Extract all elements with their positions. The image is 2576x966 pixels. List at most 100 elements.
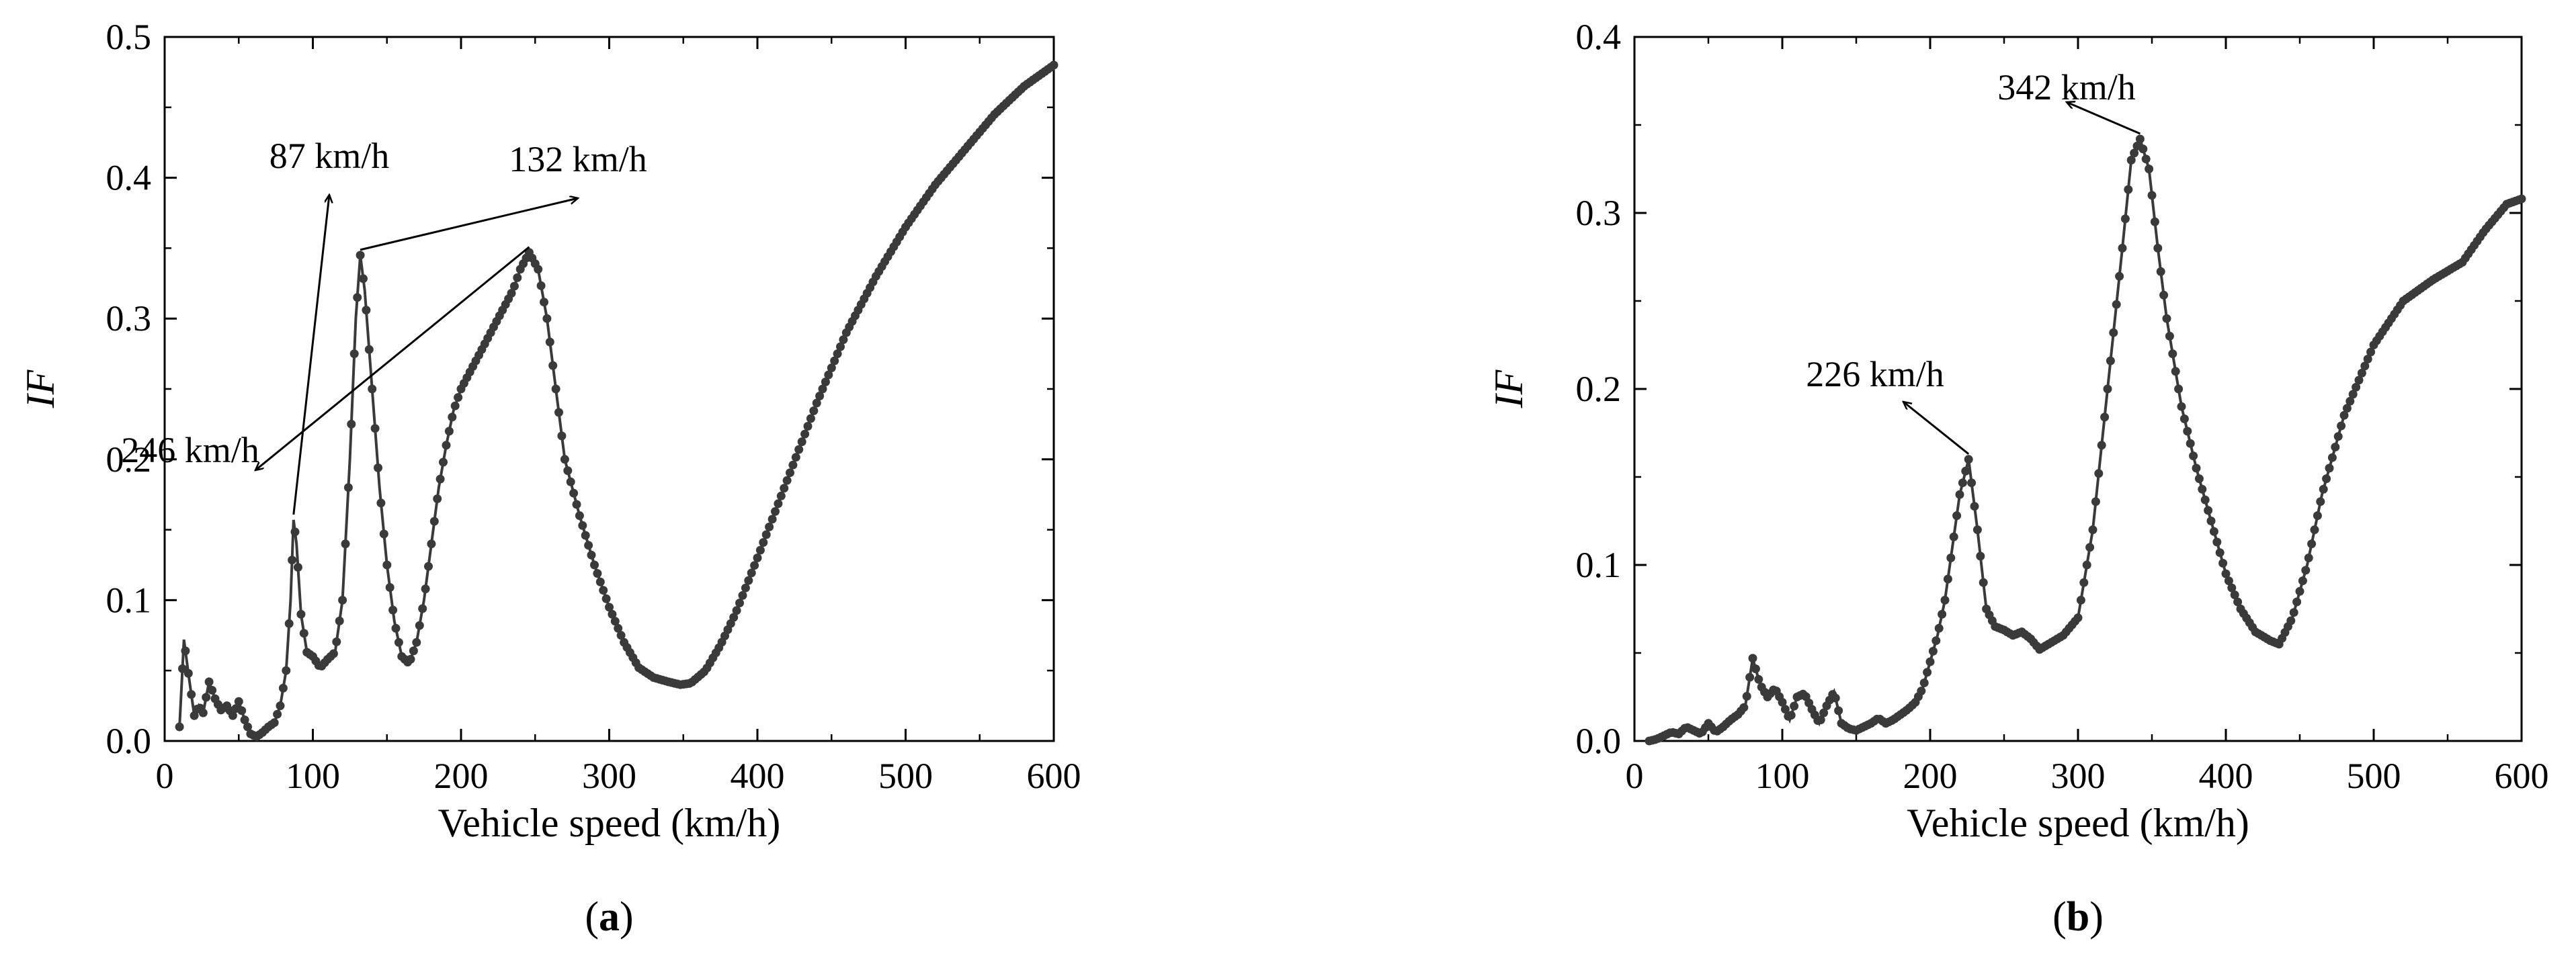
x-axis-title: Vehicle speed (km/h) [1907, 801, 2249, 845]
data-point [385, 583, 394, 592]
data-point [1928, 646, 1938, 656]
data-point [362, 306, 371, 315]
data-point [2517, 194, 2526, 204]
data-point [2325, 464, 2334, 473]
data-point [278, 683, 288, 693]
data-point [429, 517, 439, 526]
annotation-arrow [1903, 402, 1970, 455]
data-point [273, 709, 282, 719]
data-point [557, 431, 567, 441]
panel-b: 0 100 200 300 400 500 600 0.0 0.1 0.2 0.3 0.4 Vehicl… [1487, 17, 2549, 940]
data-point [2082, 560, 2091, 570]
data-point [382, 560, 392, 570]
data-point [830, 356, 839, 365]
y-axis-title: IF [18, 369, 63, 408]
data-point [415, 621, 424, 630]
data-point [368, 384, 377, 394]
data-point [421, 584, 430, 594]
data-point [1940, 595, 1950, 605]
x-tick-label: 300 [2051, 756, 2106, 796]
data-point [803, 422, 813, 431]
data-point [2194, 474, 2204, 484]
data-point [566, 477, 575, 486]
data-point [747, 568, 756, 578]
data-point [1955, 490, 1964, 499]
data-point [439, 457, 448, 467]
data-point [1931, 636, 1941, 646]
data-point [427, 539, 436, 549]
y-tick-label: 0.1 [106, 580, 152, 620]
data-point [343, 483, 353, 492]
data-point [2354, 376, 2364, 385]
data-point [812, 398, 821, 408]
data-point [833, 349, 842, 359]
y-tick-label: 0.3 [106, 298, 152, 339]
data-point [435, 474, 445, 484]
data-point [234, 697, 243, 706]
data-point [786, 468, 794, 478]
data-point [1952, 511, 1962, 521]
data-point [181, 646, 190, 656]
y-tick-label: 0.4 [106, 158, 152, 198]
data-point [2115, 271, 2124, 281]
data-point [765, 522, 774, 531]
data-point [448, 412, 457, 422]
data-point [821, 378, 830, 386]
data-point [2198, 484, 2207, 494]
data-point [735, 599, 744, 608]
data-point [299, 629, 308, 638]
data-point [2322, 474, 2331, 484]
data-point [269, 718, 279, 728]
data-point [545, 337, 554, 347]
annotation-label: 132 km/h [509, 139, 647, 179]
x-tick-label: 600 [2495, 756, 2549, 796]
data-point [1748, 654, 1757, 663]
data-point [2204, 506, 2213, 515]
data-point [2189, 451, 2198, 461]
data-point [240, 715, 249, 725]
data-point [587, 550, 596, 560]
panel-letter: a [599, 894, 620, 940]
data-point [780, 484, 789, 493]
data-point [1972, 525, 1982, 535]
data-point [178, 664, 187, 673]
data-point [753, 554, 762, 562]
data-point [2145, 165, 2154, 173]
data-point [1780, 705, 1790, 714]
data-point [2310, 525, 2319, 535]
data-point [2307, 539, 2317, 549]
data-point [836, 342, 845, 351]
data-point [2316, 497, 2325, 507]
data-point [406, 654, 415, 664]
y-tick-label: 0.1 [1576, 545, 1622, 585]
data-point [2174, 384, 2184, 394]
data-point [2295, 586, 2304, 596]
data-point [409, 646, 418, 656]
data-point [1739, 703, 1749, 712]
annotation-arrow [2067, 102, 2141, 135]
data-point [540, 298, 548, 307]
data-point [2192, 464, 2201, 473]
data-point [412, 638, 421, 647]
x-tick-label: 400 [2199, 756, 2253, 796]
data-point [548, 361, 558, 370]
data-point [1964, 455, 1973, 464]
y-tick-label: 0.5 [106, 17, 152, 57]
data-point [394, 638, 403, 647]
data-point [2150, 217, 2159, 226]
data-point [542, 314, 552, 323]
data-point [2120, 214, 2130, 224]
data-point [2215, 548, 2225, 558]
data-point [293, 563, 302, 572]
data-point [2130, 148, 2139, 158]
data-point [2100, 412, 2110, 422]
data-point [1816, 715, 1825, 725]
data-point [605, 603, 614, 612]
data-point [750, 561, 759, 570]
data-point [1946, 554, 1956, 562]
data-point [2289, 608, 2298, 617]
data-point [276, 701, 285, 711]
data-point [2319, 484, 2328, 494]
series-markers [175, 60, 1058, 742]
data-point [2156, 267, 2165, 276]
